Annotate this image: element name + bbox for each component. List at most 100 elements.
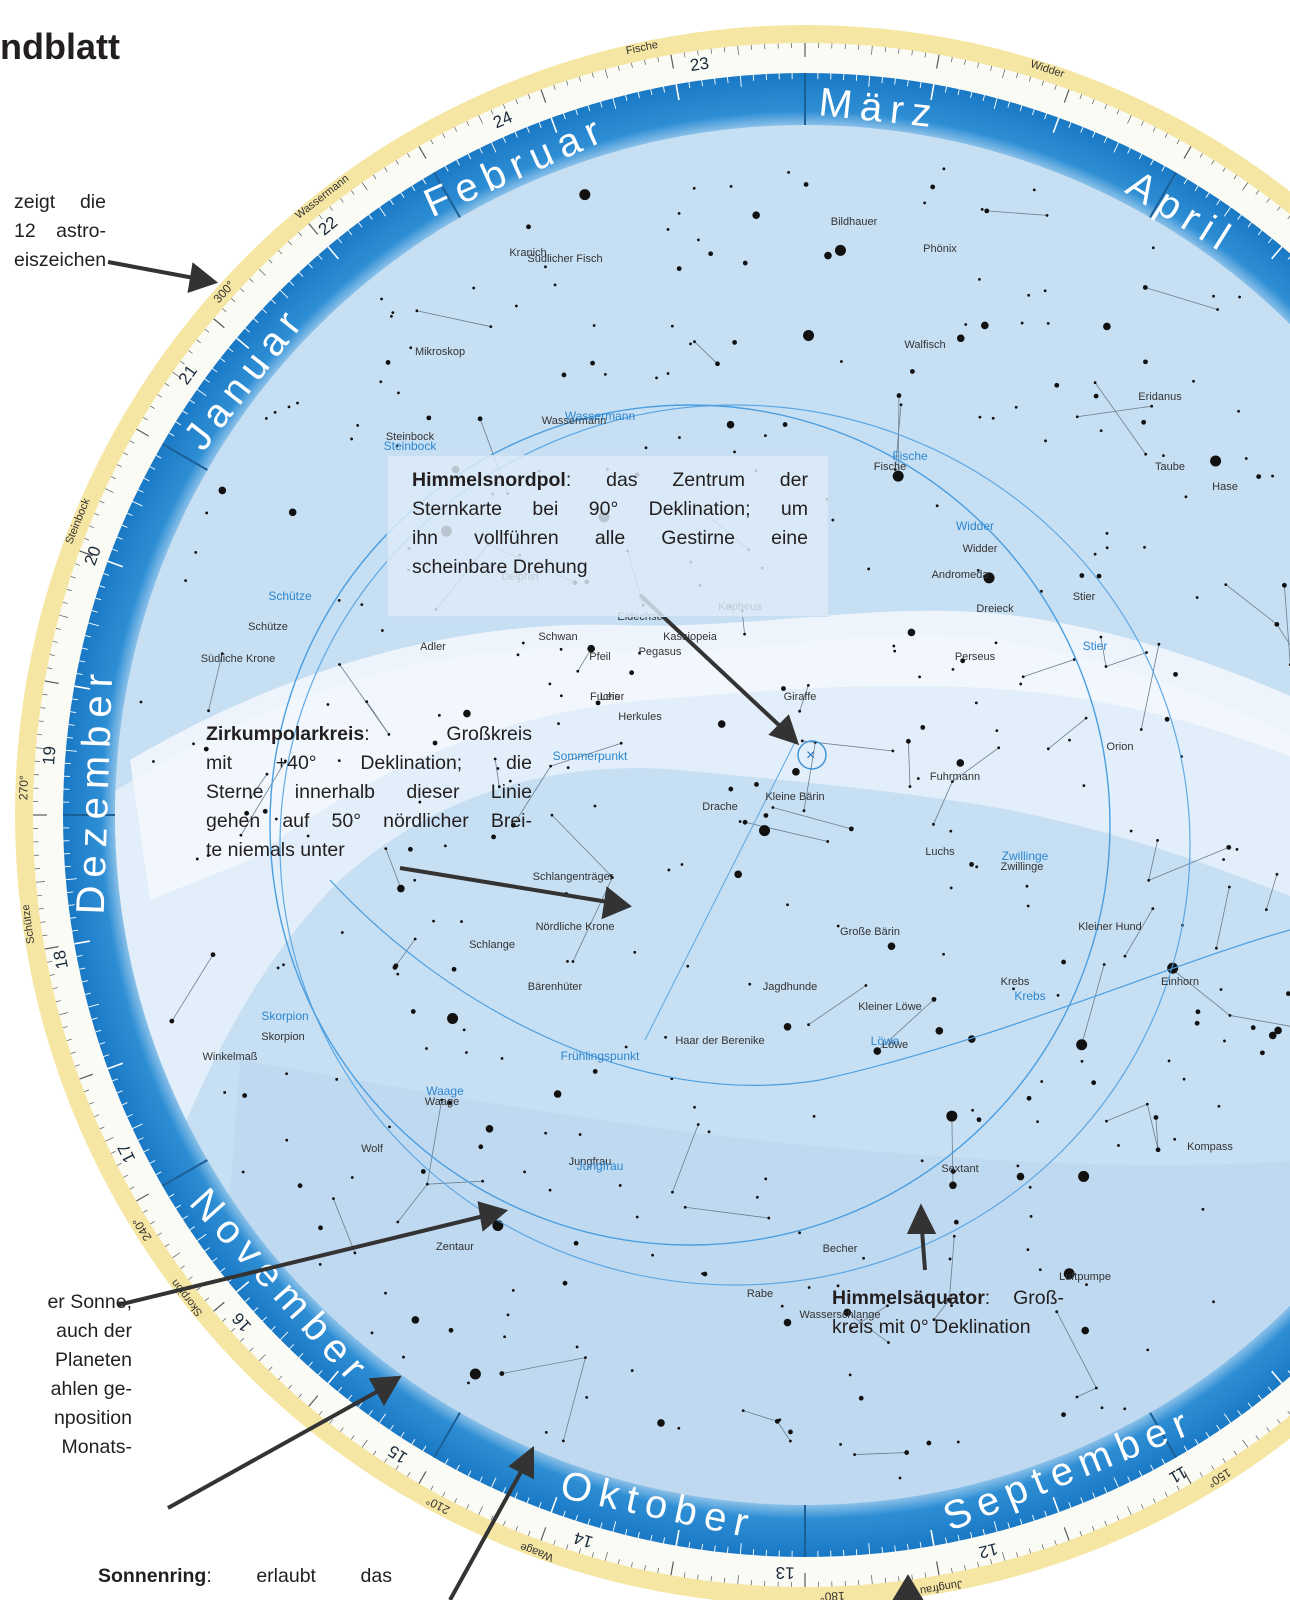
ring-tick (637, 91, 640, 98)
ring-tick (88, 622, 100, 627)
star (948, 1257, 952, 1261)
outer-tick (213, 318, 225, 329)
note-circumpolar: Zirkumpolarkreis: Großkreis mit +40° Dek… (206, 720, 532, 865)
star (1268, 1031, 1277, 1040)
ring-tick (280, 290, 289, 299)
star (265, 772, 269, 776)
month-divider (1149, 171, 1177, 218)
star (1026, 1095, 1032, 1101)
star (397, 884, 405, 893)
ecliptic (329, 879, 1290, 1086)
ring-tick (1032, 1514, 1035, 1521)
star (526, 224, 531, 230)
star (318, 1262, 322, 1266)
ring-tick (550, 117, 558, 134)
outer-tick (566, 1544, 569, 1550)
star (169, 1018, 175, 1024)
ring-tick (1068, 1501, 1072, 1508)
outer-tick (911, 50, 913, 56)
star (1076, 1039, 1088, 1051)
star (340, 931, 344, 934)
ring-tick (1068, 122, 1072, 129)
ring-tick (467, 153, 472, 160)
star (553, 283, 557, 287)
circumpolar-term: Zirkumpolarkreis (206, 723, 365, 745)
star (306, 834, 310, 838)
constellation-line (1077, 405, 1152, 418)
star (478, 1144, 484, 1150)
star (1061, 1412, 1066, 1418)
star (559, 647, 563, 651)
outer-tick (70, 1051, 76, 1054)
ring-tick (137, 489, 144, 493)
ring-tick (970, 91, 973, 98)
outer-tick (395, 1465, 399, 1470)
outer-tick (258, 1354, 266, 1362)
star (981, 321, 989, 330)
outer-tick (278, 250, 283, 255)
outer-tick (298, 1393, 303, 1398)
ring-tick (930, 84, 935, 101)
star (763, 434, 767, 438)
ring-tick (612, 98, 617, 110)
star (1036, 1120, 1039, 1124)
star (742, 260, 748, 266)
star (726, 420, 735, 429)
star (984, 208, 990, 214)
ring-tick (919, 1541, 922, 1548)
star (1147, 878, 1151, 882)
star (976, 1117, 982, 1123)
note-circumpolar-line1: Zirkumpolarkreis: Großkreis (206, 720, 532, 749)
ring-tick (137, 1137, 144, 1141)
star (831, 518, 835, 522)
ring-tick (347, 230, 353, 236)
star (440, 1098, 444, 1102)
star (798, 1231, 802, 1235)
star (1184, 495, 1188, 499)
constellation-line (772, 807, 852, 830)
star (511, 1288, 515, 1292)
outer-tick (105, 488, 114, 493)
star (389, 314, 393, 318)
star (550, 813, 554, 817)
star (1016, 1164, 1020, 1168)
constellation-line (551, 814, 612, 876)
ring-tick (280, 1331, 289, 1340)
ring-tick (1092, 1492, 1096, 1499)
outer-tick (540, 1527, 547, 1541)
ring-tick (587, 105, 591, 112)
outer-tick (395, 160, 399, 165)
star (370, 1331, 374, 1335)
constellation-label: Zentaur (436, 1241, 474, 1253)
outer-tick (710, 1576, 712, 1582)
outer-tick (62, 1026, 68, 1029)
outer-tick (466, 120, 470, 126)
star (1084, 716, 1088, 720)
ring-tick (726, 1546, 729, 1553)
star (975, 865, 979, 869)
ring-tick (714, 78, 716, 85)
star (566, 960, 569, 963)
outer-tick (884, 1577, 887, 1583)
outer-tick (66, 588, 72, 592)
ring-tick (79, 967, 86, 970)
month-ring-ticks (63, 73, 1290, 1557)
ring-tick (1223, 206, 1231, 217)
ring-tick (467, 1470, 472, 1477)
outer-tick (384, 1458, 388, 1463)
ring-tick (688, 82, 691, 89)
outer-tick (35, 747, 45, 749)
outer-tick (1287, 215, 1290, 220)
constellation-label: Große Bärin (840, 926, 900, 938)
ring-tick (625, 94, 628, 101)
star (516, 653, 520, 657)
outer-tick (1104, 1520, 1107, 1526)
outer-tick (84, 1089, 90, 1092)
ring-tick (175, 421, 182, 426)
constellation-label: Perseus (955, 651, 996, 663)
constellation-label: Drache (702, 801, 737, 813)
ring-tick (919, 82, 922, 89)
constellation-line (933, 781, 953, 825)
outer-tick (222, 308, 227, 313)
star (413, 878, 417, 882)
